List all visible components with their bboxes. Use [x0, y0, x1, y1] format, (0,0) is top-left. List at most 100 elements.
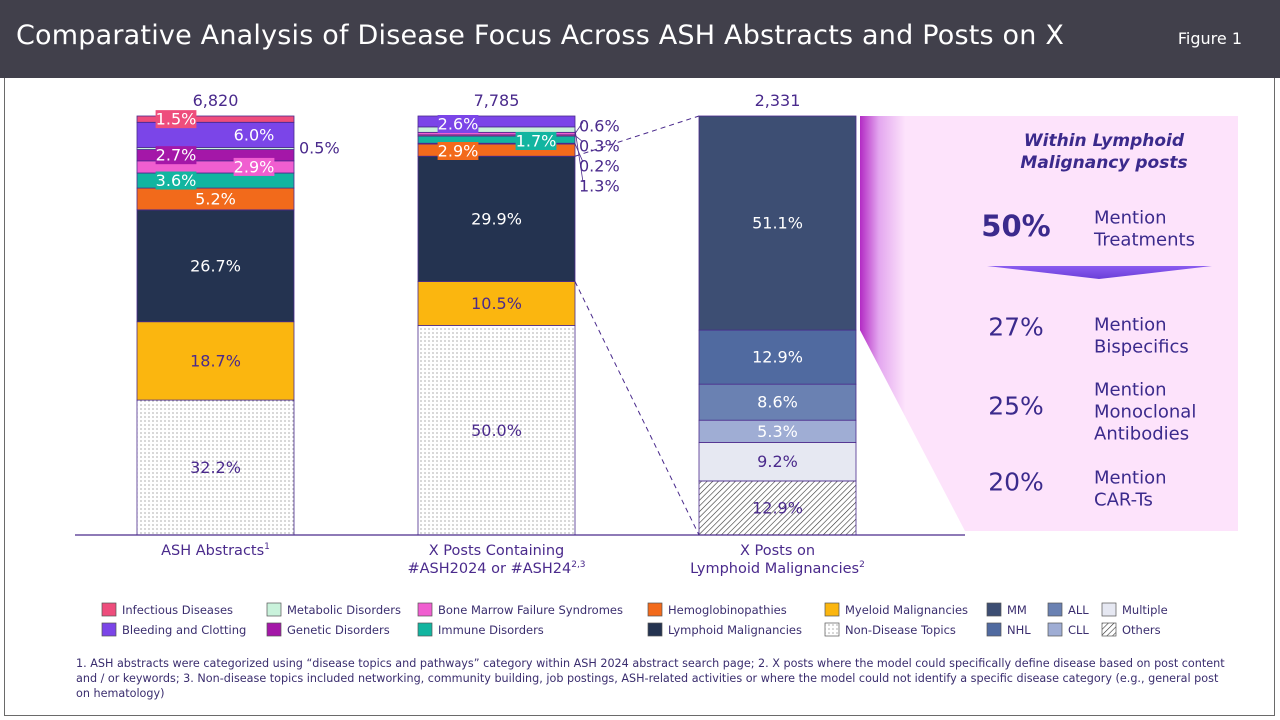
legend-swatch-mm — [986, 602, 1002, 617]
data-label: 5.2% — [195, 189, 236, 208]
callout-heading: Malignancy posts — [1020, 153, 1187, 173]
data-label: 9.2% — [757, 452, 798, 471]
data-label: 3.6% — [156, 171, 197, 190]
data-label: 12.9% — [752, 498, 803, 517]
legend-swatch-infectious-diseases — [101, 602, 117, 617]
data-label: 2.6% — [438, 115, 479, 134]
bar-total-label: 6,820 — [193, 91, 239, 110]
data-label: 0.6% — [579, 117, 620, 136]
connector-dashed-line — [574, 281, 700, 536]
callout-text: Antibodies — [1094, 424, 1189, 445]
callout-text: Treatments — [1093, 230, 1195, 251]
data-label: 0.5% — [299, 139, 340, 158]
bar-segment-myeloid-malignancies — [417, 281, 576, 326]
bar-segment-bleeding-and-clotting — [417, 115, 576, 128]
legend-swatch-others — [1101, 622, 1117, 637]
data-label: 8.6% — [757, 393, 798, 412]
data-label: 50.0% — [471, 421, 522, 440]
data-label: 51.1% — [752, 214, 803, 233]
category-label: #ASH2024 or #ASH242,3 — [407, 560, 585, 577]
legend-swatch-immune-disorders — [417, 622, 433, 637]
callout-heading: Within Lymphoid — [1024, 131, 1185, 151]
bar-segment-lymphoid-malignancies — [417, 155, 576, 282]
legend-swatch-myeloid-malignancies — [824, 602, 840, 617]
data-label: 10.5% — [471, 294, 522, 313]
callout-value: 25% — [988, 392, 1044, 421]
data-label-box — [155, 110, 197, 129]
callout-text: Mention — [1094, 315, 1167, 336]
bar-segment-non-disease-topics — [417, 325, 576, 536]
data-label-box — [233, 157, 275, 176]
legend-swatch-metabolic-disorders — [266, 602, 282, 617]
legend-label: Hemoglobinopathies — [668, 603, 787, 617]
legend-swatch-bleeding-and-clotting — [101, 622, 117, 637]
data-label-box — [155, 171, 197, 190]
leader-line — [574, 121, 584, 134]
bar-segment-infectious-diseases — [136, 115, 295, 123]
callout-text: Mention — [1094, 468, 1167, 489]
legend-label: Bleeding and Clotting — [122, 623, 246, 637]
data-label: 1.7% — [516, 132, 557, 151]
data-label: 0.2% — [579, 157, 620, 176]
legend-label: CLL — [1068, 623, 1089, 637]
bar-total-label: 7,785 — [474, 91, 520, 110]
legend-swatch-genetic-disorders — [266, 622, 282, 637]
legend-label: Myeloid Malignancies — [845, 603, 968, 617]
callout-text: Monoclonal — [1094, 402, 1196, 423]
data-label: 0.3% — [579, 137, 620, 156]
data-label: 26.7% — [190, 256, 241, 275]
bar-segment-mm — [698, 115, 857, 331]
data-label: 18.7% — [190, 351, 241, 370]
legend-swatch-multiple — [1101, 602, 1117, 617]
data-label: 2.7% — [156, 146, 197, 165]
callout-value: 27% — [988, 313, 1044, 342]
legend-swatch-all — [1047, 602, 1063, 617]
bar-total-label: 2,331 — [755, 91, 801, 110]
legend-swatch-hemoglobinopathies — [647, 602, 663, 617]
bar-segment-nhl — [698, 329, 857, 385]
data-label-box — [437, 115, 479, 133]
connector-dashed-line — [574, 115, 700, 157]
page-title: Comparative Analysis of Disease Focus Ac… — [16, 20, 1065, 51]
data-label: 12.9% — [752, 348, 803, 367]
data-label: 5.3% — [757, 422, 798, 441]
data-label-box — [515, 132, 557, 150]
callout-value: 50% — [981, 209, 1050, 243]
legend-swatch-cll — [1047, 622, 1063, 637]
legend-label: MM — [1007, 603, 1027, 617]
legend-label: ALL — [1068, 603, 1089, 617]
data-label: 1.3% — [579, 177, 620, 196]
callout-text: Mention — [1094, 208, 1167, 229]
legend-label: Immune Disorders — [438, 623, 544, 637]
legend-swatch-lymphoid-malignancies — [647, 622, 663, 637]
legend-swatch-nhl — [986, 622, 1002, 637]
category-label: X Posts Containing — [429, 543, 564, 559]
data-label: 2.9% — [438, 142, 479, 161]
legend-swatch-bone-marrow-failure-syndromes — [417, 602, 433, 617]
callout-arrow — [987, 266, 1212, 279]
data-label: 2.9% — [234, 157, 275, 176]
category-label: X Posts on — [740, 543, 815, 559]
data-label-box — [155, 146, 197, 165]
bar-segment-all — [698, 383, 857, 421]
data-label: 29.9% — [471, 209, 522, 228]
figure-label: Figure 1 — [1177, 29, 1242, 48]
callout-text: Bispecifics — [1094, 337, 1189, 358]
legend-label: Lymphoid Malignancies — [668, 623, 802, 637]
category-label: Lymphoid Malignancies2 — [690, 560, 865, 577]
header-bar: Comparative Analysis of Disease Focus Ac… — [0, 0, 1280, 78]
data-label-box — [437, 142, 479, 160]
legend-label: Metabolic Disorders — [287, 603, 401, 617]
data-label: 6.0% — [234, 125, 275, 144]
leader-line — [574, 129, 584, 183]
callout-panel — [860, 116, 1238, 531]
legend-label: Bone Marrow Failure Syndromes — [438, 603, 623, 617]
bar-segment-lymphoid-malignancies — [136, 209, 295, 323]
footnote: 1. ASH abstracts were categorized using … — [76, 657, 1225, 700]
category-label: ASH Abstracts1 — [161, 542, 270, 559]
legend-label: Others — [1122, 623, 1161, 637]
legend-label: Non-Disease Topics — [845, 623, 956, 637]
figure-frame — [4, 78, 1275, 716]
leader-line — [574, 143, 584, 163]
